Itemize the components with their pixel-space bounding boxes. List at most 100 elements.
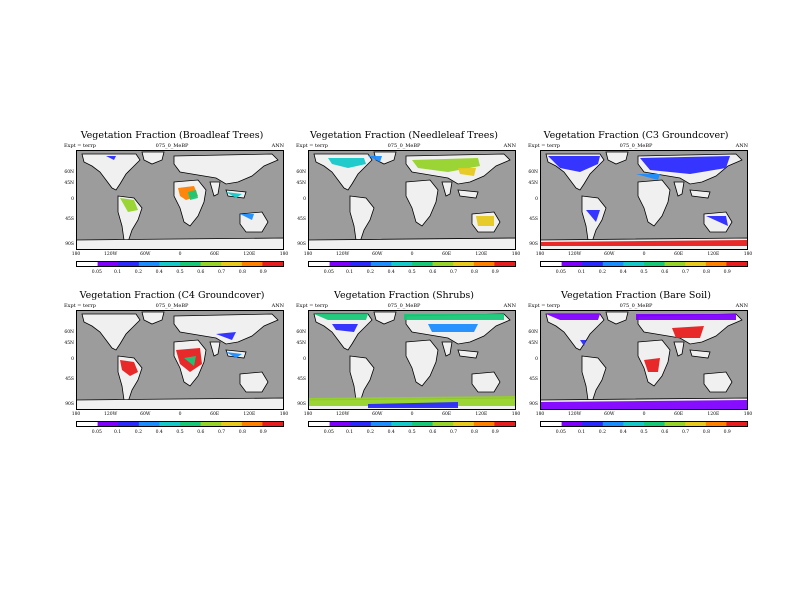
colorbar-swatch-3 — [350, 422, 372, 426]
continent-antarctica — [307, 237, 517, 251]
colorbar-swatch-2 — [329, 422, 351, 426]
colorbar-swatch-7 — [432, 422, 454, 426]
colorbar — [540, 421, 748, 427]
colorbar-swatch-4 — [370, 422, 392, 426]
continent-australia — [239, 371, 269, 393]
chart-subtitle: 075_0_MeBP — [387, 303, 421, 309]
vegetation-patch-5 — [586, 210, 600, 222]
map-area — [75, 310, 285, 411]
continent-greenland — [605, 151, 629, 165]
colorbar-swatch-9 — [705, 422, 727, 426]
x-tick-label: 60E — [442, 412, 452, 417]
vegetation-patch-4 — [428, 324, 478, 332]
y-tick-label: 60N — [528, 169, 538, 175]
colorbar-label: 0.2 — [366, 430, 374, 435]
colorbar-swatch-9 — [241, 422, 263, 426]
colorbar-label: 0.5 — [176, 430, 184, 435]
continent-north-america — [81, 153, 141, 191]
colorbar-label: 0.1 — [114, 270, 122, 275]
colorbar-swatch-6 — [644, 422, 665, 426]
colorbar-label: 0.9 — [723, 270, 731, 275]
y-tick-label: 45S — [297, 376, 306, 382]
colorbar-swatch-4 — [602, 262, 624, 266]
colorbar-label: 0.05 — [323, 430, 334, 435]
colorbar-swatch-6 — [412, 422, 433, 426]
colorbar-swatch-8 — [221, 422, 243, 426]
continent-india — [441, 181, 453, 197]
colorbar-swatch-5 — [391, 422, 413, 426]
x-tick-label: 180 — [279, 252, 289, 257]
colorbar-label: 0.7 — [450, 270, 458, 275]
map-svg — [307, 310, 517, 411]
x-tick-label: 60W — [604, 412, 615, 417]
colorbar — [308, 421, 516, 427]
colorbar-swatch-4 — [370, 262, 392, 266]
y-tick-label: 90S — [297, 242, 306, 248]
continent-se-asia — [457, 349, 479, 359]
experiment-label: Expt = terrp — [528, 143, 560, 149]
colorbar-label: 0.9 — [491, 430, 499, 435]
colorbar-swatch-6 — [644, 262, 665, 266]
x-tick-label: 120W — [104, 252, 118, 257]
colorbar-swatch-9 — [473, 262, 495, 266]
y-tick-label: 45S — [529, 216, 538, 222]
colorbar-label: 0.4 — [387, 270, 395, 275]
colorbar-swatch-4 — [138, 262, 160, 266]
continent-greenland — [373, 311, 397, 325]
continent-antarctica — [75, 237, 285, 251]
vegetation-patch-6 — [706, 216, 728, 226]
colorbar-svg — [77, 262, 283, 266]
vegetation-patch-6 — [540, 400, 748, 410]
map-area — [539, 310, 749, 411]
y-tick-label: 60N — [296, 329, 306, 335]
colorbar-swatch-9 — [705, 262, 727, 266]
continent-australia — [703, 211, 733, 233]
colorbar-label: 0.8 — [238, 430, 246, 435]
season-label: ANN — [735, 143, 748, 149]
x-tick-label: 180 — [511, 252, 521, 257]
colorbar-swatch-1 — [541, 262, 562, 266]
x-tick-label: 60W — [372, 252, 383, 257]
x-tick-label: 60E — [674, 412, 684, 417]
colorbar-swatch-4 — [602, 422, 624, 426]
continent-north-america — [81, 313, 141, 351]
vegetation-patch-4 — [644, 358, 660, 372]
colorbar-swatch-10 — [726, 422, 747, 426]
vegetation-patch-1 — [546, 314, 600, 320]
colorbar-swatch-9 — [473, 422, 495, 426]
colorbar-swatch-10 — [726, 262, 747, 266]
colorbar-label: 0.7 — [450, 430, 458, 435]
colorbar-swatch-6 — [412, 262, 433, 266]
map-frame — [76, 150, 284, 250]
vegetation-patch-1 — [314, 314, 368, 320]
vegetation-patch-6 — [106, 156, 116, 160]
vegetation-patch-5 — [216, 332, 236, 340]
map-frame — [540, 150, 748, 250]
y-tick-label: 90S — [65, 402, 74, 408]
y-tick-label: 0 — [71, 357, 74, 362]
vegetation-patch-2 — [640, 156, 730, 174]
x-tick-label: 120E — [475, 412, 488, 417]
colorbar-swatch-2 — [329, 262, 351, 266]
colorbar-label: 0.05 — [91, 270, 102, 275]
colorbar-label: 0.6 — [429, 270, 437, 275]
continent-eurasia — [173, 153, 279, 185]
colorbar-label: 0.6 — [197, 430, 205, 435]
continent-india — [209, 341, 221, 357]
colorbar-swatch-2 — [97, 422, 119, 426]
continent-north-america — [545, 313, 605, 351]
x-tick-label: 0 — [178, 252, 182, 257]
vegetation-patch-1 — [120, 198, 138, 212]
x-tick-label: 60W — [140, 252, 151, 257]
colorbar-label: 0.4 — [155, 270, 163, 275]
colorbar-swatch-5 — [623, 262, 645, 266]
vegetation-patch-1 — [548, 156, 600, 172]
colorbar-swatch-5 — [159, 422, 181, 426]
map-frame — [308, 150, 516, 250]
chart-panel-2: Vegetation Fraction (Needleleaf Trees) 07… — [292, 130, 520, 290]
colorbar-swatch-3 — [582, 422, 604, 426]
season-label: ANN — [503, 303, 516, 309]
colorbar-swatch-7 — [200, 422, 222, 426]
x-tick-label: 60W — [372, 412, 383, 417]
experiment-label: Expt = terrp — [296, 143, 328, 149]
